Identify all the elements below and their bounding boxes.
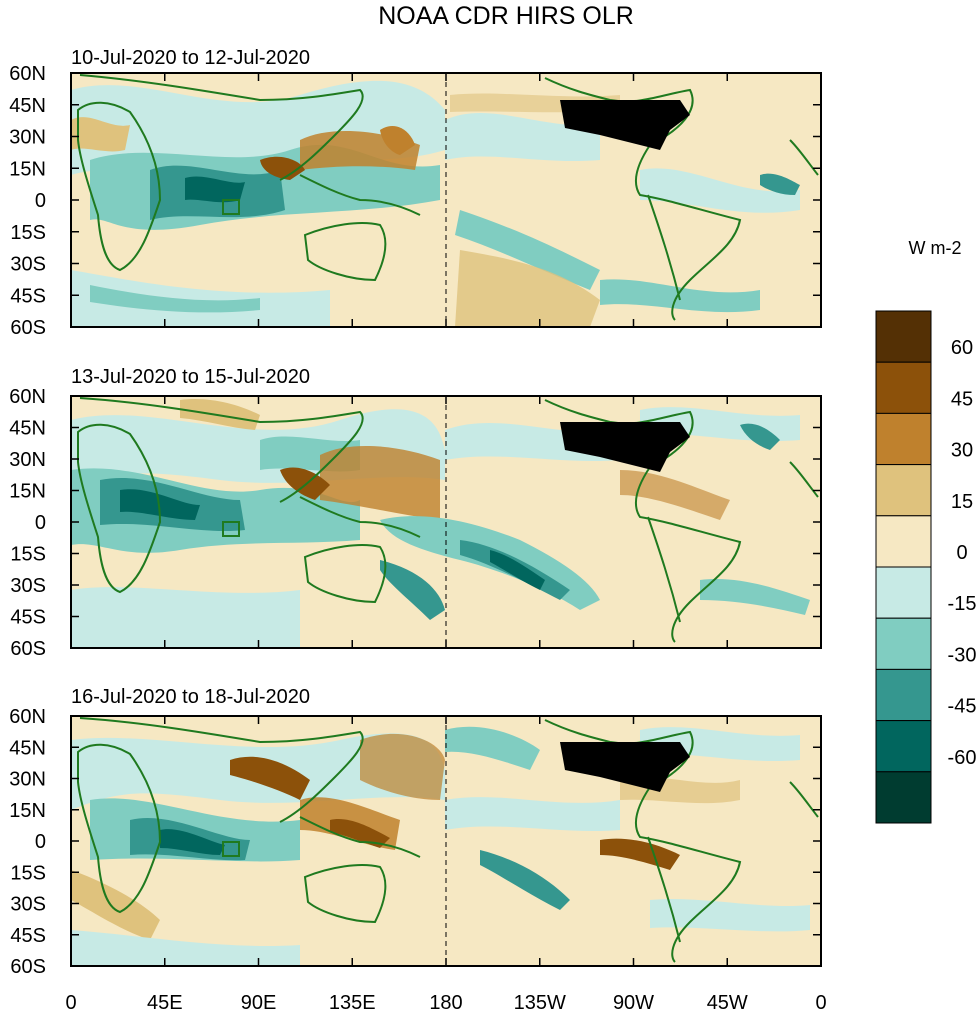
lat-tick-label: 0 — [35, 831, 46, 853]
colorbar-units: W m-2 — [909, 238, 962, 258]
lat-tick-label: 30N — [9, 127, 46, 149]
colorbar-tick-label: 15 — [951, 491, 973, 513]
colorbar-tick-label: 45 — [951, 388, 973, 410]
panel-1-anomaly-field — [71, 73, 821, 327]
lat-tick-label: 30S — [10, 254, 46, 276]
panel-3-date-range: 16-Jul-2020 to 18-Jul-2020 — [71, 686, 310, 708]
panel-1-lat-labels: 60N 45N 30N 15N 0 15S 30S 45S 60S — [9, 63, 822, 339]
lat-tick-label: 15S — [10, 222, 46, 244]
colorbar-swatch — [875, 515, 932, 568]
map-panel-3: 16-Jul-2020 to 18-Jul-2020 — [9, 686, 822, 978]
colorbar-swatch — [875, 771, 932, 824]
lat-tick-label: 30S — [10, 575, 46, 597]
lat-tick-label: 15S — [10, 544, 46, 566]
colorbar-tick-label: 0 — [956, 542, 967, 564]
figure-title: NOAA CDR HIRS OLR — [378, 2, 634, 30]
lon-tick-label: 90E — [241, 992, 277, 1014]
lat-tick-label: 0 — [35, 190, 46, 212]
colorbar-swatch — [875, 361, 932, 414]
lat-tick-label: 15N — [9, 481, 46, 503]
lat-tick-label: 15N — [9, 800, 46, 822]
lat-tick-label: 15S — [10, 862, 46, 884]
colorbar-tick-label: 30 — [951, 440, 973, 462]
lon-tick-label: 90W — [613, 992, 654, 1014]
lat-tick-label: 45S — [10, 925, 46, 947]
map-panel-1: 10-Jul-2020 to 12-Jul-2020 — [9, 47, 822, 339]
colorbar-swatch — [875, 720, 932, 773]
colorbar-swatches — [875, 310, 932, 824]
colorbar-swatch — [875, 617, 932, 670]
lon-tick-label: 0 — [815, 992, 826, 1014]
lon-tick-label: 135W — [514, 992, 566, 1014]
lon-tick-labels: 0 45E 90E 135E 180 135W 90W 45W 0 — [65, 992, 826, 1014]
panel-1-us-mask — [560, 100, 690, 150]
colorbar-swatch — [875, 464, 932, 517]
colorbar-tick-label: -60 — [948, 747, 977, 769]
lon-tick-label: 0 — [65, 992, 76, 1014]
lat-tick-label: 60N — [9, 386, 46, 408]
panel-2-lat-labels: 60N 45N 30N 15N 0 15S 30S 45S 60S — [9, 386, 822, 660]
colorbar-tick-label: -15 — [948, 593, 977, 615]
lat-tick-label: 60N — [9, 63, 46, 85]
lat-tick-label: 45S — [10, 285, 46, 307]
lat-tick-label: 60S — [10, 317, 46, 339]
lat-tick-label: 45S — [10, 607, 46, 629]
panel-3-lat-labels: 60N 45N 30N 15N 0 15S 30S 45S 60S — [9, 706, 822, 978]
lon-tick-label: 45W — [707, 992, 748, 1014]
lat-tick-label: 30N — [9, 769, 46, 791]
lat-tick-label: 0 — [35, 512, 46, 534]
lat-tick-label: 45N — [9, 418, 46, 440]
colorbar-tick-labels: 60 45 30 15 0 -15 -30 -45 -60 — [948, 337, 977, 769]
lat-tick-label: 45N — [9, 737, 46, 759]
colorbar-swatch — [875, 566, 932, 619]
panel-3-anomaly-field — [71, 716, 821, 966]
colorbar-tick-label: -30 — [948, 644, 977, 666]
lon-tick-label: 180 — [429, 992, 462, 1014]
lat-tick-label: 45N — [9, 95, 46, 117]
panel-2-us-mask — [560, 422, 690, 472]
colorbar-tick-label: 60 — [951, 337, 973, 359]
lat-tick-label: 30N — [9, 449, 46, 471]
panel-3-us-mask — [560, 742, 690, 792]
colorbar: W m-2 60 45 30 15 0 -15 -30 -45 -60 — [875, 238, 977, 824]
lat-tick-label: 60S — [10, 638, 46, 660]
lat-tick-label: 60S — [10, 956, 46, 978]
colorbar-tick-label: -45 — [948, 696, 977, 718]
map-panel-2: 13-Jul-2020 to 15-Jul-2020 — [9, 366, 822, 660]
lat-tick-label: 30S — [10, 894, 46, 916]
colorbar-swatch — [875, 412, 932, 466]
panel-2-date-range: 13-Jul-2020 to 15-Jul-2020 — [71, 366, 310, 388]
lon-tick-label: 135E — [329, 992, 376, 1014]
lon-tick-label: 45E — [147, 992, 183, 1014]
colorbar-swatch — [875, 668, 932, 722]
panel-1-date-range: 10-Jul-2020 to 12-Jul-2020 — [71, 47, 310, 69]
colorbar-swatch — [875, 310, 932, 363]
lat-tick-label: 60N — [9, 706, 46, 728]
lat-tick-label: 15N — [9, 158, 46, 180]
